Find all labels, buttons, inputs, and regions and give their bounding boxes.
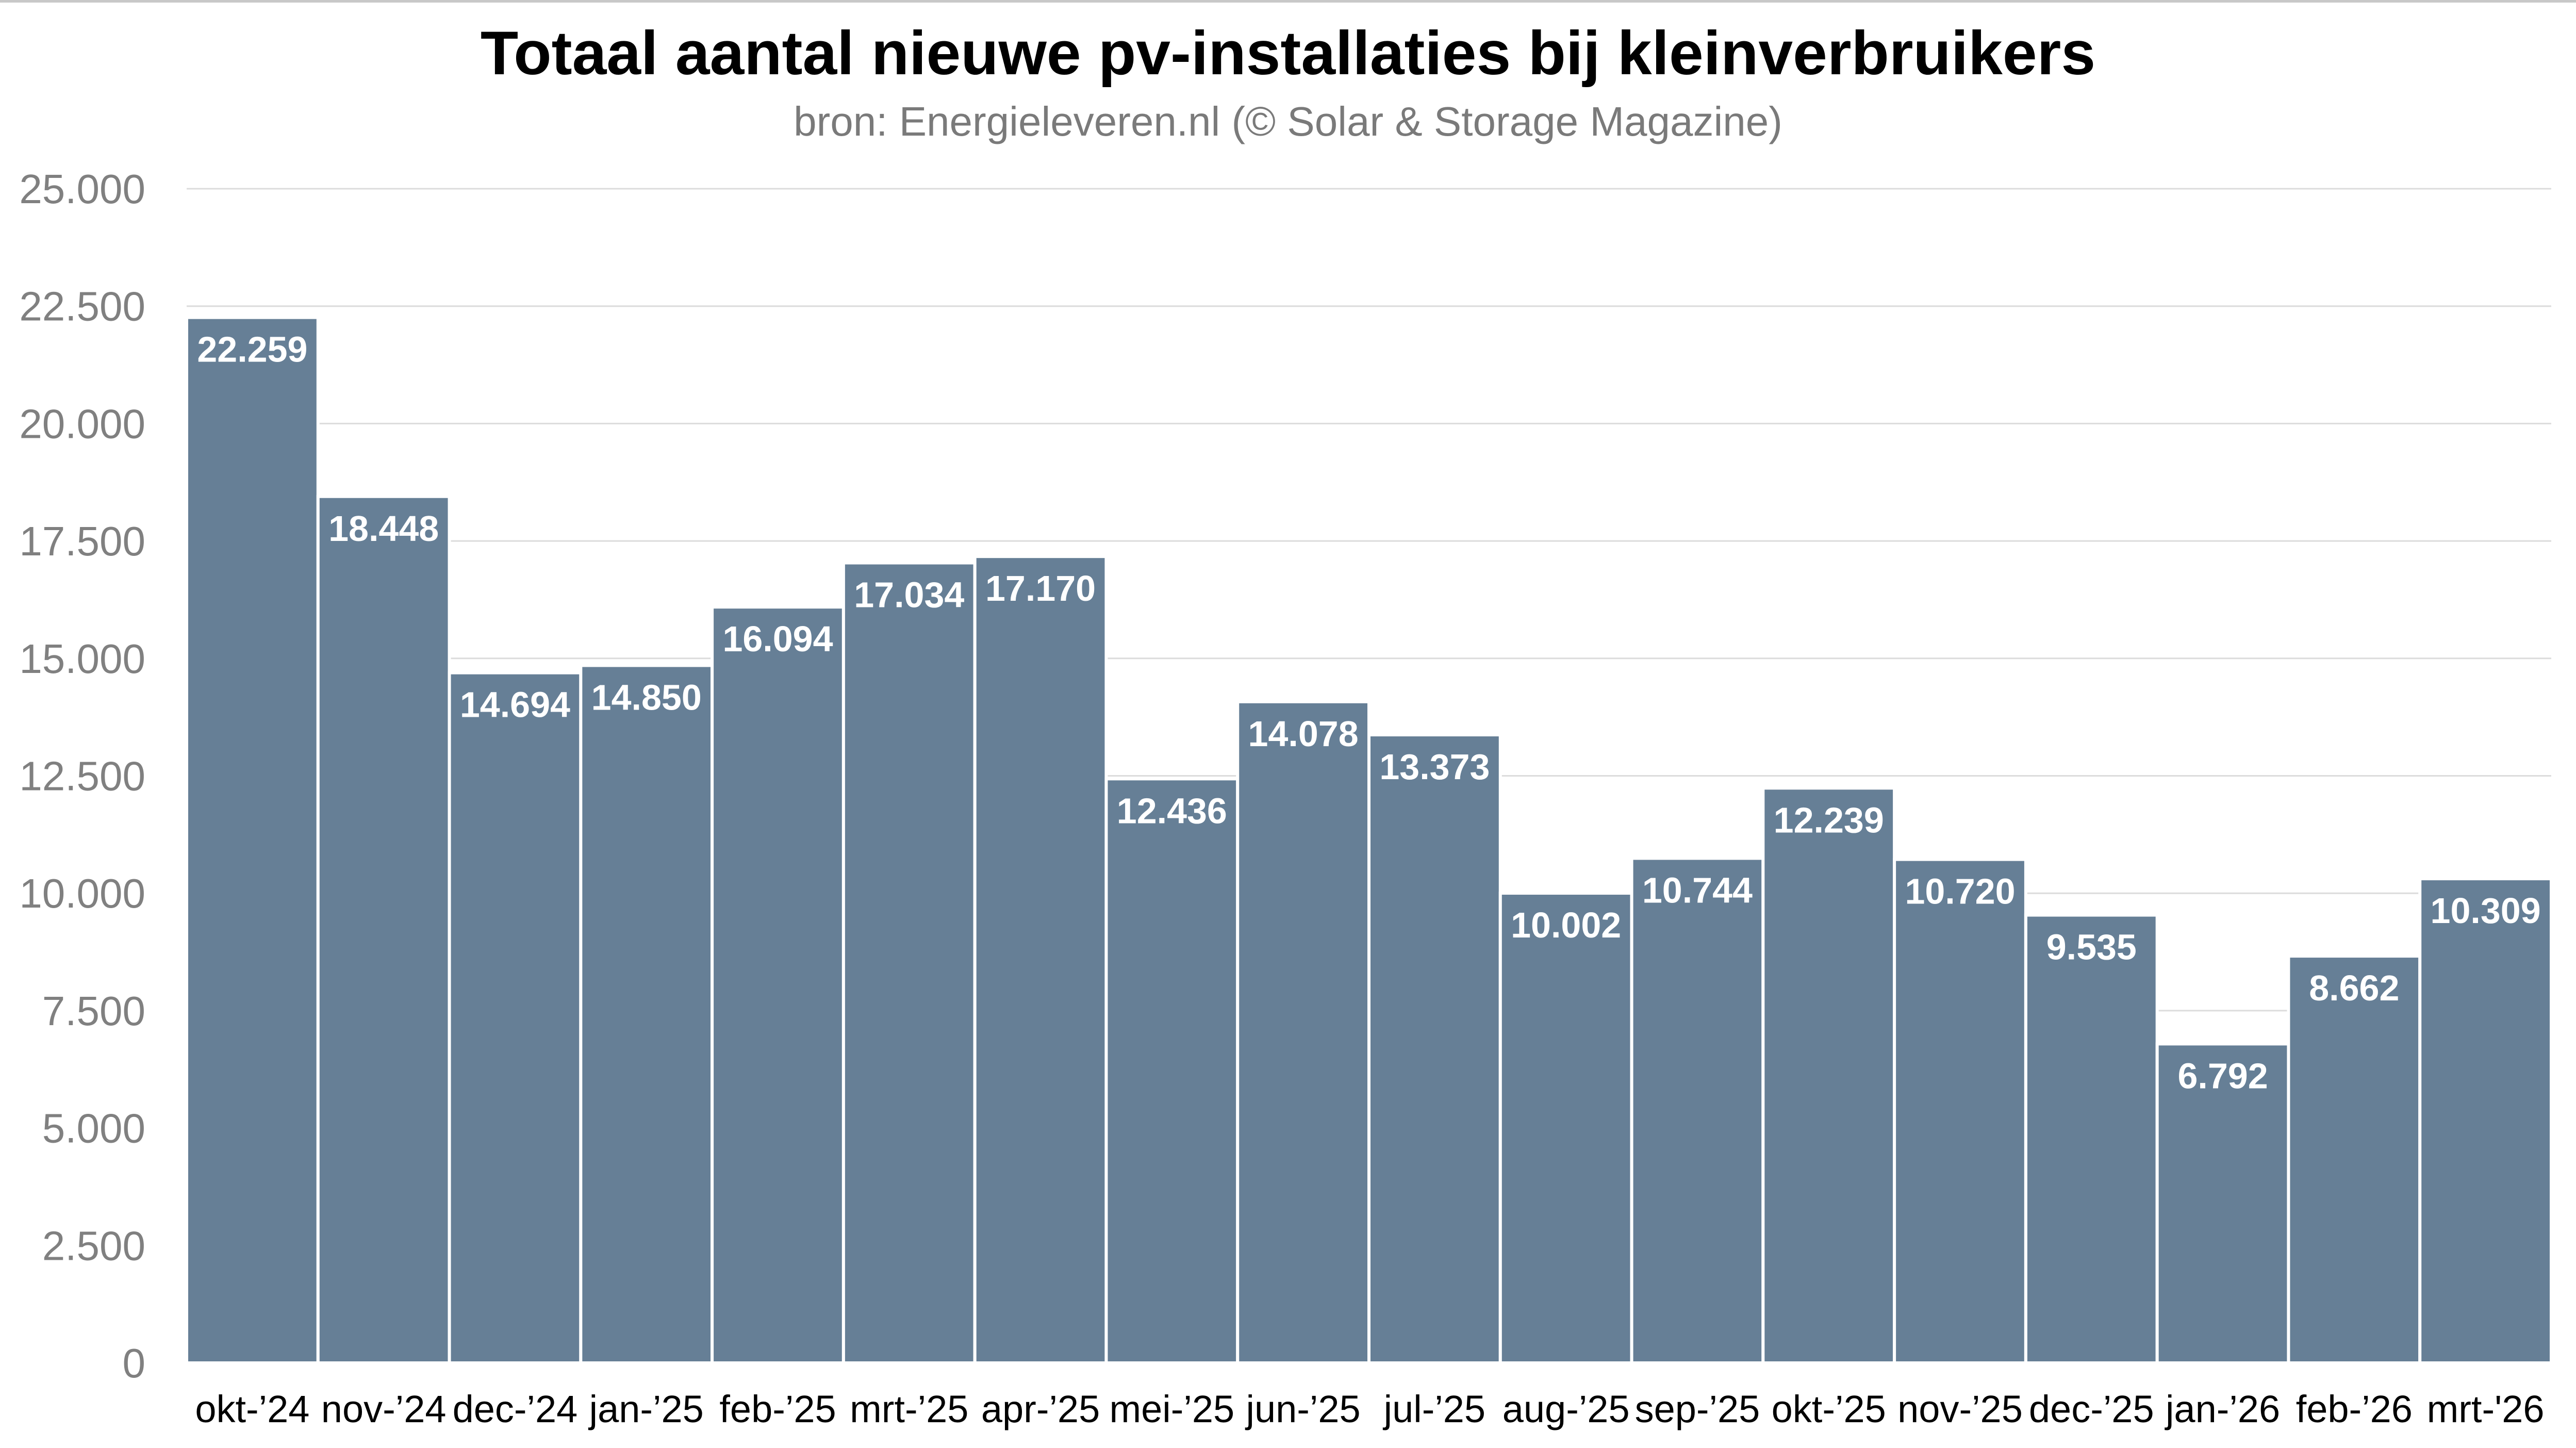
- x-tick-label: jul-’25: [1383, 1388, 1485, 1430]
- data-label: 9.535: [2046, 927, 2137, 967]
- x-tick-label: jan-’25: [588, 1388, 704, 1430]
- bar: [448, 671, 583, 1364]
- y-tick-label: 25.000: [19, 166, 145, 212]
- data-label: 14.694: [460, 685, 570, 725]
- x-tick-label: dec-’24: [453, 1388, 578, 1430]
- bar: [1498, 892, 1633, 1364]
- data-label: 10.002: [1511, 905, 1621, 945]
- x-tick-label: aug-’25: [1502, 1388, 1630, 1430]
- bar: [1104, 777, 1240, 1364]
- bar: [1893, 858, 2027, 1365]
- x-tick-label: dec-’25: [2029, 1388, 2154, 1430]
- data-label: 14.850: [591, 677, 702, 717]
- x-tick-label: nov-’25: [1897, 1388, 2023, 1430]
- x-tick-label: nov-’24: [321, 1388, 447, 1430]
- bar: [1367, 733, 1502, 1364]
- bar: [1761, 786, 1896, 1364]
- x-tick-label: apr-’25: [981, 1388, 1100, 1430]
- bar: [1630, 857, 1765, 1365]
- x-tick-label: mei-’25: [1110, 1388, 1235, 1430]
- x-tick-label: okt-’25: [1772, 1388, 1886, 1430]
- bar: [2418, 877, 2553, 1364]
- chart-title: Totaal aantal nieuwe pv-installaties bij…: [480, 19, 2096, 88]
- data-label: 17.170: [985, 568, 1096, 608]
- bar: [841, 561, 977, 1364]
- bar: [316, 495, 451, 1365]
- x-tick-label: mrt-’25: [850, 1388, 968, 1430]
- data-label: 8.662: [2309, 968, 2399, 1008]
- y-tick-label: 7.500: [42, 988, 145, 1034]
- bar: [2024, 913, 2159, 1365]
- y-axis-ticks: 0 2.500 5.000 7.500 10.000 12.500 15.000 17.500…: [19, 166, 145, 1386]
- x-tick-label: feb-’26: [2296, 1388, 2413, 1430]
- y-tick-label: 22.500: [19, 284, 145, 330]
- data-label: 14.078: [1248, 714, 1359, 754]
- bars: [185, 316, 2553, 1365]
- y-tick-label: 2.500: [42, 1223, 145, 1269]
- data-label: 10.744: [1642, 870, 1753, 910]
- data-label: 12.239: [1774, 800, 1884, 840]
- x-tick-label: sep-’25: [1635, 1388, 1760, 1430]
- y-tick-label: 0: [123, 1340, 146, 1386]
- bar: [2287, 955, 2422, 1364]
- bar: [711, 605, 845, 1364]
- bar: [579, 664, 714, 1364]
- top-rule: [0, 0, 2576, 3]
- chart-subtitle: bron: Energieleveren.nl (© Solar & Stora…: [794, 98, 1782, 144]
- data-label: 16.094: [722, 619, 833, 659]
- y-tick-label: 12.500: [19, 753, 145, 799]
- x-tick-label: jun-’25: [1245, 1388, 1361, 1430]
- x-tick-label: feb-’25: [719, 1388, 836, 1430]
- y-tick-label: 5.000: [42, 1106, 145, 1151]
- data-label: 22.259: [197, 330, 307, 370]
- bar: [1236, 700, 1370, 1364]
- data-label: 6.792: [2177, 1056, 2268, 1096]
- y-tick-label: 10.000: [19, 870, 145, 916]
- y-tick-label: 17.500: [19, 518, 145, 564]
- data-label: 12.436: [1117, 791, 1227, 831]
- data-labels: 22.259 18.448 14.694 14.850 16.094 17.034 17.1…: [197, 330, 2540, 1096]
- bar: [2155, 1042, 2290, 1364]
- x-tick-label: okt-’24: [195, 1388, 309, 1430]
- bar: [185, 316, 320, 1364]
- data-label: 13.373: [1379, 747, 1490, 787]
- x-tick-label: jan-’26: [2165, 1388, 2280, 1430]
- data-label: 10.720: [1905, 871, 2015, 912]
- x-axis-ticks: okt-’24 nov-’24 dec-’24 jan-’25 feb-’25 mrt-’…: [195, 1388, 2544, 1430]
- data-label: 18.448: [328, 508, 439, 549]
- x-tick-label: mrt-'26: [2427, 1388, 2545, 1430]
- y-tick-label: 15.000: [19, 636, 145, 682]
- data-label: 10.309: [2431, 891, 2541, 931]
- y-tick-label: 20.000: [19, 401, 145, 447]
- data-label: 17.034: [854, 575, 964, 615]
- bar: [973, 555, 1108, 1364]
